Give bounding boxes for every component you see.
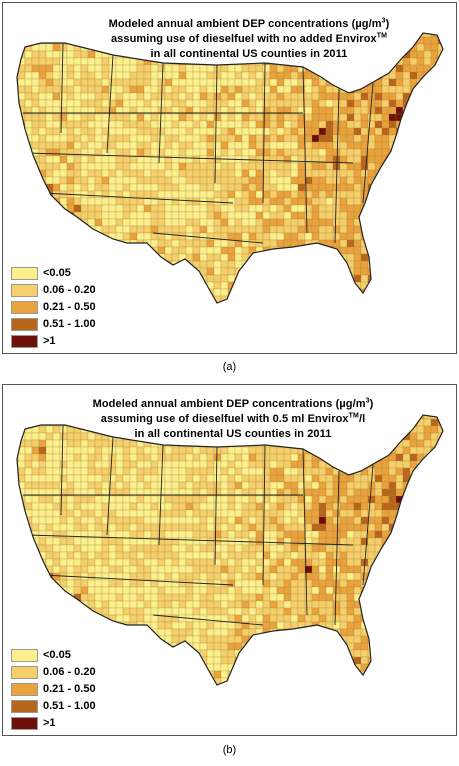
us-county-map-b [16, 414, 444, 686]
legend-swatch [11, 649, 38, 662]
legend-item: >1 [11, 715, 141, 732]
caption-b: (b) [222, 744, 237, 756]
legend-item: 0.21 - 0.50 [11, 299, 141, 316]
map-panel-a: Modeled annual ambient DEP concentration… [2, 2, 457, 354]
map-legend-b: <0.05 0.06 - 0.20 0.21 - 0.50 0.51 - 1.0… [11, 647, 141, 732]
legend-swatch [11, 666, 38, 679]
legend-item: 0.06 - 0.20 [11, 282, 141, 299]
legend-swatch [11, 700, 38, 713]
map-legend-a: <0.05 0.06 - 0.20 0.21 - 0.50 0.51 - 1.0… [11, 265, 141, 350]
legend-swatch [11, 284, 38, 297]
map-title-a: Modeled annual ambient DEP concentration… [108, 17, 390, 60]
legend-swatch [11, 335, 38, 348]
legend-swatch [11, 318, 38, 331]
caption-a: (a) [222, 361, 237, 373]
legend-item: 0.06 - 0.20 [11, 664, 141, 681]
legend-swatch [11, 267, 38, 280]
legend-swatch [11, 717, 38, 730]
us-county-map-a [16, 32, 444, 304]
legend-item: >1 [11, 333, 141, 350]
legend-swatch [11, 683, 38, 696]
legend-item: 0.51 - 1.00 [11, 698, 141, 715]
legend-item: 0.51 - 1.00 [11, 316, 141, 333]
map-panel-b: Modeled annual ambient DEP concentration… [2, 384, 457, 736]
legend-swatch [11, 301, 38, 314]
legend-item: <0.05 [11, 265, 141, 282]
legend-item: 0.21 - 0.50 [11, 681, 141, 698]
legend-item: <0.05 [11, 647, 141, 664]
map-title-b: Modeled annual ambient DEP concentration… [92, 397, 374, 440]
